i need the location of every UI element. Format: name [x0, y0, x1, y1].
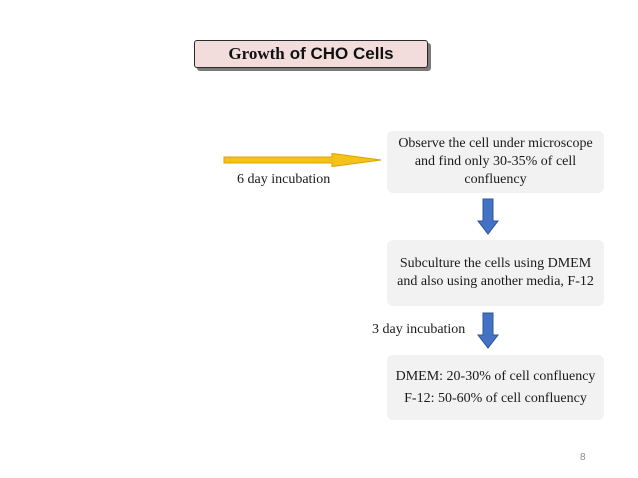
step-1-line-1: Observe the cell under microscope — [398, 136, 593, 151]
blue-arrow-down-1 — [476, 198, 500, 235]
step-1-line-2: and find only 30-35% of cell — [414, 154, 577, 169]
step-box-results: DMEM: 20-30% of cell confluency F-12: 50… — [387, 355, 604, 420]
step-box-subculture: Subculture the cells using DMEM and also… — [387, 240, 604, 306]
title-part-cho-cells: of CHO Cells — [289, 44, 394, 63]
step-2-line-2: and also using another media, F-12 — [397, 274, 594, 289]
yellow-arrow-right — [223, 152, 382, 168]
slide-title: Growth of CHO Cells — [194, 40, 428, 68]
incubation-label-3-day: 3 day incubation — [372, 322, 466, 337]
step-box-observe: Observe the cell under microscope and fi… — [387, 131, 604, 193]
step-2-line-1: Subculture the cells using DMEM — [399, 256, 592, 271]
step-1-line-3: confluency — [464, 172, 527, 187]
step-3-line-1: DMEM: 20-30% of cell confluency — [395, 368, 596, 384]
blue-arrow-down-2 — [476, 312, 500, 349]
page-number: 8 — [580, 452, 586, 463]
title-part-growth: Growth — [228, 44, 285, 63]
incubation-label-6-day: 6 day incubation — [237, 172, 331, 187]
step-3-line-2: F-12: 50-60% of cell confluency — [404, 390, 587, 406]
